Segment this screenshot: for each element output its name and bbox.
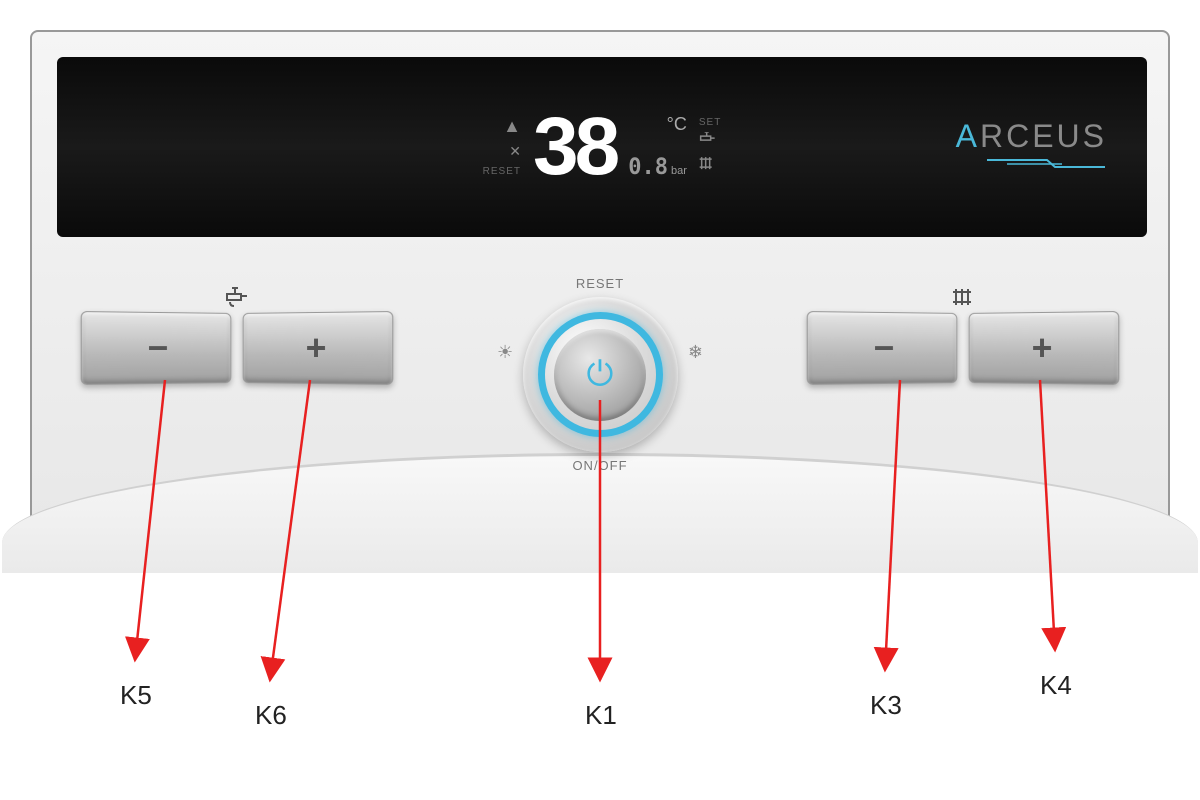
- power-button[interactable]: ⏻: [554, 329, 646, 421]
- button-row: − + RESET ☀ ❄ ⏻ ON/OFF −: [32, 272, 1168, 482]
- display-mode-icons: SET: [699, 117, 721, 176]
- tap-mini-icon: [699, 132, 717, 151]
- annotation-label-k1: K1: [585, 700, 617, 731]
- boiler-control-panel: ▲ ✕ RESET 38 °C 0.8 bar SET: [30, 30, 1170, 530]
- summer-icon: ☀: [497, 342, 513, 363]
- lcd-display: ▲ ✕ RESET 38 °C 0.8 bar SET: [57, 57, 1147, 237]
- display-readout: ▲ ✕ RESET 38 °C 0.8 bar SET: [483, 110, 722, 184]
- tap-icon: [224, 286, 250, 314]
- dhw-plus-button[interactable]: +: [243, 311, 394, 385]
- flame-icon: ▲: [503, 116, 521, 137]
- annotation-label-k6: K6: [255, 700, 287, 731]
- heating-button-group: − +: [808, 312, 1118, 384]
- annotation-label-k3: K3: [870, 690, 902, 721]
- pressure-readout: 0.8 bar: [628, 155, 687, 180]
- annotation-label-k5: K5: [120, 680, 152, 711]
- power-control: RESET ☀ ❄ ⏻ ON/OFF: [495, 272, 705, 482]
- display-set-label: SET: [699, 117, 721, 128]
- display-status-icons: ▲ ✕ RESET: [483, 116, 521, 177]
- temperature-unit: °C: [667, 114, 687, 135]
- display-reset-label: RESET: [483, 166, 521, 177]
- radiator-mini-icon: [699, 155, 715, 176]
- winter-icon: ❄: [688, 342, 703, 363]
- annotation-label-k4: K4: [1040, 670, 1072, 701]
- pressure-value: 0.8: [628, 155, 668, 180]
- minus-label: −: [148, 327, 169, 369]
- dhw-button-group: − +: [82, 312, 392, 384]
- power-dial[interactable]: ⏻: [523, 297, 678, 452]
- brand-text: ARCEUS: [956, 118, 1107, 155]
- pressure-unit: bar: [671, 165, 687, 177]
- onoff-label: ON/OFF: [495, 458, 705, 473]
- brand-logo: ARCEUS: [956, 118, 1107, 176]
- radiator-icon: [951, 286, 975, 314]
- plus-label: +: [306, 327, 327, 369]
- minus-label: −: [874, 327, 895, 369]
- heating-plus-button[interactable]: +: [969, 311, 1120, 385]
- service-icon: ✕: [509, 143, 521, 160]
- plus-label: +: [1032, 327, 1053, 369]
- dhw-minus-button[interactable]: −: [81, 311, 232, 385]
- heating-minus-button[interactable]: −: [807, 311, 958, 385]
- temperature-value: 38: [533, 110, 616, 184]
- reset-label: RESET: [495, 276, 705, 291]
- power-icon: ⏻: [587, 355, 614, 394]
- dial-ring: ⏻: [538, 312, 663, 437]
- brand-rest: RCEUS: [980, 118, 1107, 154]
- brand-swoosh-icon: [977, 157, 1107, 171]
